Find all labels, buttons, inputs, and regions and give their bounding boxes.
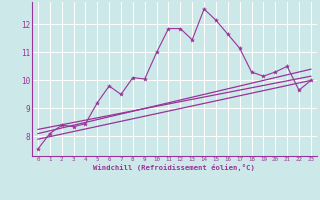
X-axis label: Windchill (Refroidissement éolien,°C): Windchill (Refroidissement éolien,°C) xyxy=(93,164,255,171)
